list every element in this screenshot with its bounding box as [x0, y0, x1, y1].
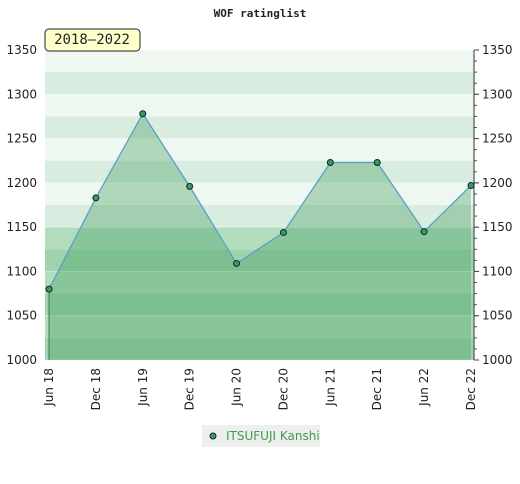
plot-area [45, 49, 474, 361]
y-tick-label-right: 1200 [482, 176, 513, 190]
marker [92, 194, 100, 202]
marker [420, 228, 428, 236]
y-tick-label: 1250 [6, 132, 37, 146]
band [45, 205, 474, 228]
y-tick-label: 1150 [6, 220, 37, 234]
x-tick-label: Dec 18 [89, 368, 103, 410]
legend-label: ITSUFUJI Kanshi [226, 429, 320, 443]
y-tick-label-right: 1100 [482, 264, 513, 278]
band [45, 116, 474, 139]
x-tick-label: Jun 19 [136, 368, 150, 407]
x-tick-label: Jun 18 [42, 368, 56, 407]
line [48, 112, 472, 290]
band [45, 315, 474, 338]
legend-marker [209, 432, 217, 440]
band [45, 72, 474, 95]
marker [279, 228, 287, 236]
y-tick-label-right: 1150 [482, 220, 513, 234]
annotation-box [44, 28, 141, 52]
y-tick-label: 1300 [6, 87, 37, 101]
band [45, 227, 474, 250]
band [45, 50, 474, 73]
marker [139, 110, 147, 118]
y-tick-label: 1100 [6, 264, 37, 278]
marker [45, 285, 53, 293]
y-tick-label: 1200 [6, 176, 37, 190]
y-tick-label-right: 1300 [482, 87, 513, 101]
y-tick-label-right: 1350 [482, 43, 513, 57]
area [49, 113, 471, 361]
band [45, 160, 474, 183]
legend [202, 425, 320, 447]
x-tick-label: Jun 21 [323, 368, 337, 407]
marker [467, 182, 475, 190]
x-tick-label: Dec 19 [183, 368, 197, 410]
marker [186, 182, 194, 190]
y-tick-label: 1000 [6, 353, 37, 367]
x-tick-label: Jun 22 [417, 368, 431, 407]
x-tick-label: Dec 21 [370, 368, 384, 410]
y-tick-label-right: 1250 [482, 132, 513, 146]
band [45, 293, 474, 316]
y-tick-label: 1050 [6, 309, 37, 323]
band [45, 94, 474, 117]
y-tick-label-right: 1000 [482, 353, 513, 367]
y-tick-label-right: 1050 [482, 309, 513, 323]
band [45, 271, 474, 294]
band [45, 138, 474, 161]
x-tick-label: Dec 20 [276, 368, 290, 410]
marker [233, 259, 241, 267]
y-tick-label: 1350 [6, 43, 37, 57]
band [45, 249, 474, 272]
marker [373, 158, 381, 166]
band [45, 182, 474, 205]
x-tick-label: Jun 20 [230, 368, 244, 407]
x-tick-label: Dec 22 [464, 368, 478, 410]
band [45, 337, 474, 360]
annotation: 2018–2022 [54, 32, 130, 48]
marker [326, 158, 334, 166]
chart-title: WOF ratinglist [214, 7, 307, 20]
